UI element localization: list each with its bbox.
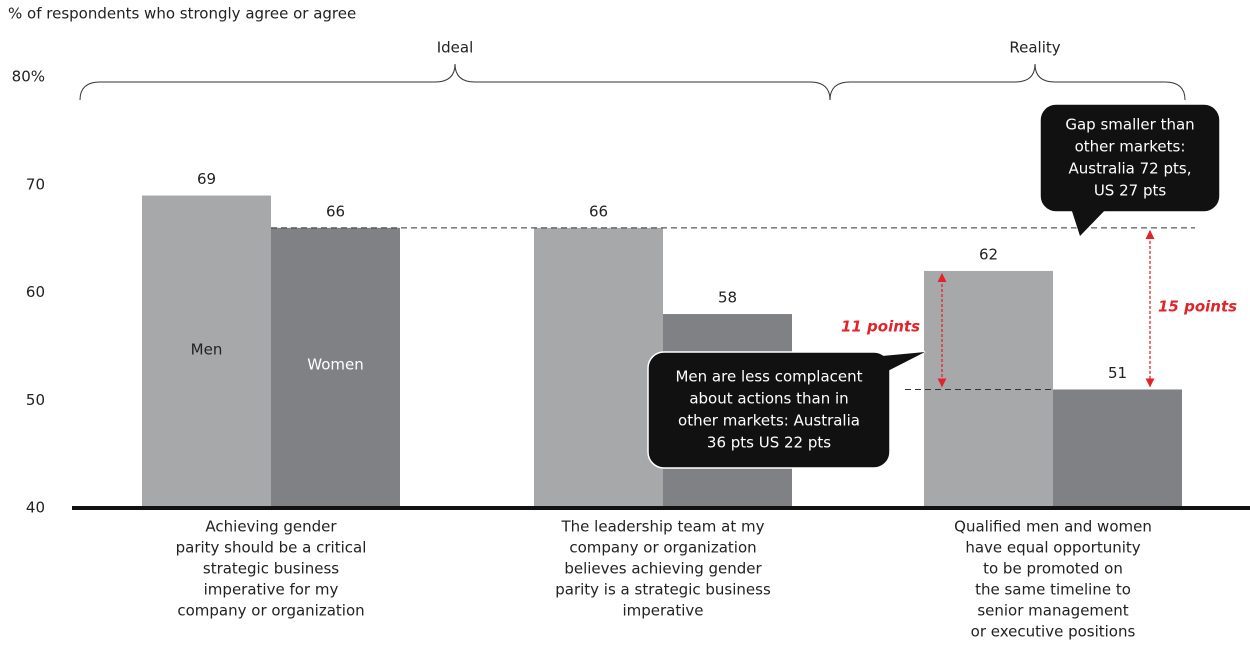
callout-text: 36 pts US 22 pts [707,434,831,452]
value-label: 66 [589,202,608,220]
x-tick-label: The leadership team at my [561,518,765,536]
callout-text: Australia 72 pts, [1069,160,1192,178]
legend-label: Women [307,356,363,374]
callout-text: other markets: [1075,138,1186,156]
x-tick-label: imperative [622,602,703,620]
value-label: 66 [326,202,345,220]
x-tick-label: have equal opportunity [965,539,1140,557]
x-tick-label: believes achieving gender [564,560,762,578]
callout-box [1070,205,1110,236]
value-label: 69 [197,170,216,188]
brace [79,63,831,101]
y-tick-label: 80% [12,68,45,86]
x-tick-label: parity is a strategic business [555,581,771,599]
legend-label: Men [191,341,223,359]
callout-box [1039,103,1221,213]
bar [271,227,400,508]
x-tick-label: parity should be a critical [176,539,367,557]
x-tick-label: imperative for my [204,581,339,599]
bar [534,227,663,508]
group-label: Reality [1009,39,1060,57]
callout-text: US 27 pts [1094,182,1167,200]
y-tick-label: 40 [26,499,45,517]
brace [829,63,1186,101]
x-tick-label: company or organization [177,602,364,620]
x-tick-label: Qualified men and women [954,518,1152,536]
callout-box [840,352,925,380]
x-tick-label: to be promoted on [983,560,1123,578]
callout-text: about actions than in [689,390,848,408]
x-tick-label: company or organization [569,539,756,557]
callout-text: other markets: Australia [678,412,860,430]
group-label: Ideal [437,39,474,57]
y-tick-label: 50 [26,391,45,409]
value-label: 62 [979,245,998,263]
callout-box [647,351,891,469]
bar [1053,389,1182,508]
subtitle: % of respondents who strongly agree or a… [8,5,356,23]
value-label: 51 [1108,364,1127,382]
value-label: 58 [718,289,737,307]
bar [142,195,271,508]
gap-label: 15 points [1158,298,1237,316]
callout-text: Men are less complacent [675,368,862,386]
y-tick-label: 70 [26,175,45,193]
x-tick-label: senior management [977,602,1128,620]
x-tick-label: or executive positions [971,623,1136,641]
x-tick-label: strategic business [203,560,339,578]
x-tick-label: Achieving gender [205,518,337,536]
x-tick-label: the same timeline to [975,581,1131,599]
y-tick-label: 60 [26,283,45,301]
gap-label: 11 points [841,318,920,336]
callout-text: Gap smaller than [1065,116,1194,134]
